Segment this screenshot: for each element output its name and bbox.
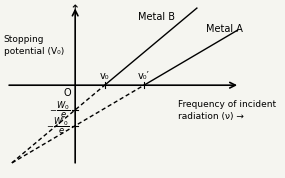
Text: Stopping
potential (V₀): Stopping potential (V₀) [4,35,64,56]
Text: $-\dfrac{W'_0}{e}$: $-\dfrac{W'_0}{e}$ [46,116,70,136]
Text: ↑: ↑ [70,4,80,17]
Text: Metal A: Metal A [205,24,243,34]
Text: v₀: v₀ [100,71,109,81]
Text: Metal B: Metal B [138,12,175,22]
Text: v₀′: v₀′ [138,71,150,81]
Text: O: O [63,88,71,98]
Text: $-\dfrac{W_0}{e}$: $-\dfrac{W_0}{e}$ [49,100,70,120]
Text: Frequency of incident
radiation (ν) →: Frequency of incident radiation (ν) → [178,100,276,121]
